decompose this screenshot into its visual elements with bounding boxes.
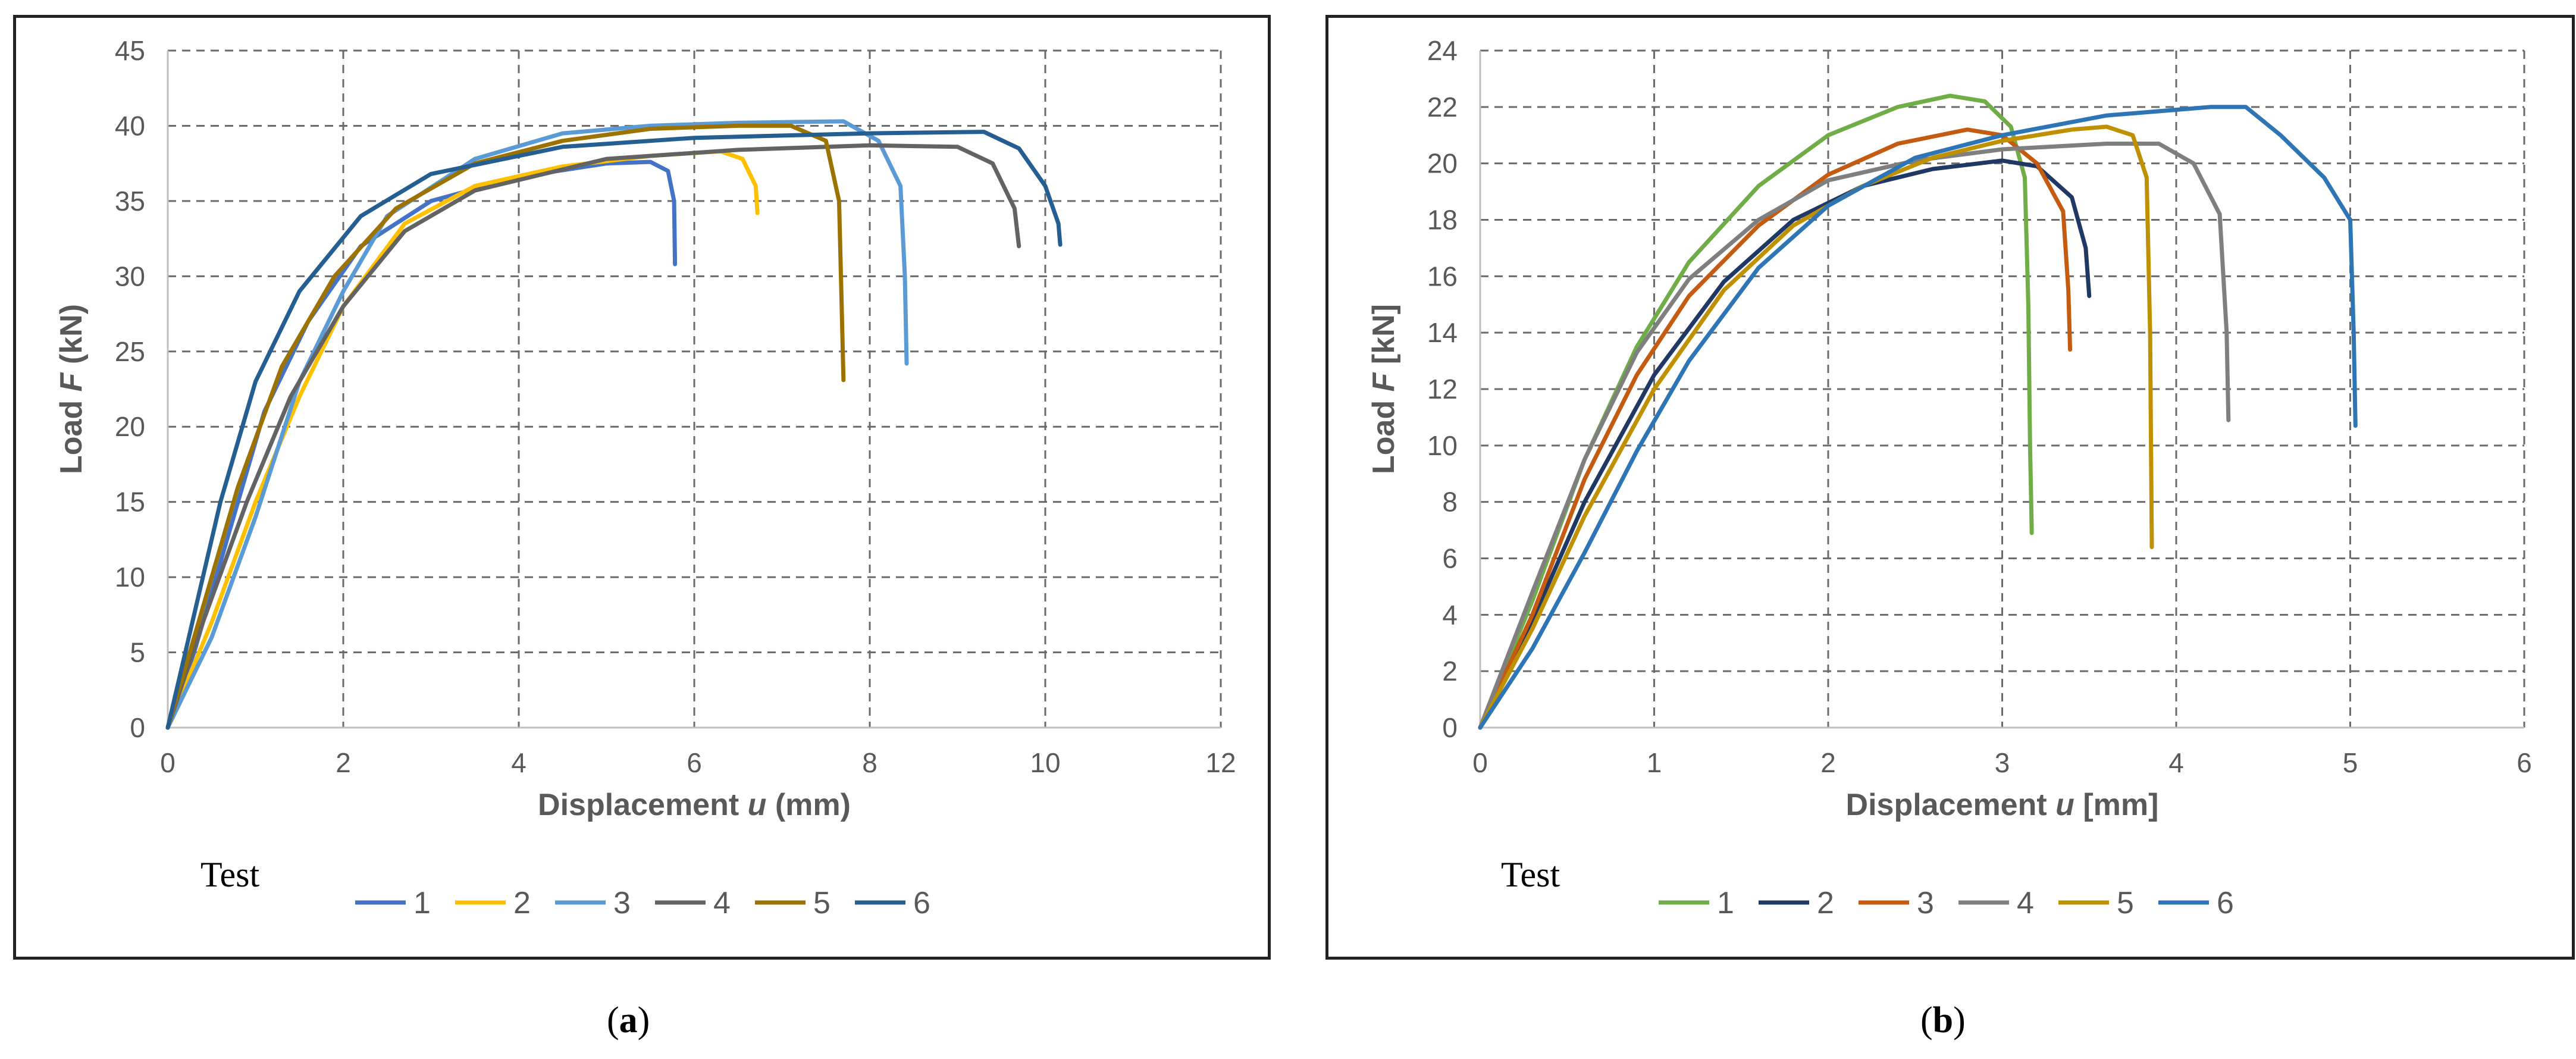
y-axis-title: Load F (kN) [54,304,89,474]
y-tick-label: 10 [1427,430,1458,461]
legend-label-5: 5 [2117,886,2134,920]
legend-label-4: 4 [713,886,731,920]
grid [1480,49,2525,728]
legend: 1 2 3 4 5 6 [1659,886,2234,920]
y-tick-label: 35 [115,186,145,217]
series-line-2 [165,149,760,730]
y-tick-label: 4 [1442,599,1458,630]
x-tick-label: 0 [160,747,176,778]
series-line-5 [1478,124,2154,730]
y-tick-label: 0 [130,712,145,743]
legend: 1 2 3 4 5 6 [355,886,930,920]
legend-title: Test [1501,855,1560,894]
y-tick-label: 20 [115,411,145,442]
y-tick-label: 15 [115,487,145,518]
x-tick-label: 2 [1820,747,1836,778]
x-tick-label: 12 [1205,747,1236,778]
series-line-6 [1478,105,2358,730]
legend-label-6: 6 [2217,886,2234,920]
x-tick-label: 10 [1030,747,1060,778]
x-tick-label: 3 [1995,747,2010,778]
legend-label-1: 1 [1717,886,1734,920]
y-tick-label: 45 [115,35,145,66]
chart-panel-a: 0 2 4 6 8 10 12 0 5 10 15 20 25 30 35 40 45 Displacement … [13,15,1271,960]
caption-b: (b) [1920,1000,1966,1041]
series-line-3 [165,119,909,730]
y-tick-label: 10 [115,562,145,593]
x-tick-label: 4 [511,747,527,778]
y-tick-label: 22 [1427,92,1458,123]
y-tick-label: 24 [1427,35,1458,66]
x-axis-title: Displacement u [mm] [1846,788,2159,822]
y-tick-label: 16 [1427,261,1458,292]
x-tick-label: 0 [1472,747,1488,778]
series-line-1 [165,159,678,730]
grid [168,49,1222,728]
y-axis-title: Load F [kN] [1367,304,1401,474]
chart-b-svg: 0 1 2 3 4 5 6024681012141618202224Displacement… [1367,35,2532,920]
y-tick-label: 40 [115,110,145,141]
y-tick-label: 14 [1427,317,1458,348]
series-line-5 [165,123,846,730]
y-tick-label: 25 [115,336,145,367]
x-tick-label: 6 [687,747,702,778]
series-line-4 [165,143,1021,730]
legend-label-2: 2 [1817,886,1834,920]
x-tick-label: 4 [2168,747,2184,778]
legend-label-3: 3 [613,886,631,920]
y-tick-label: 18 [1427,205,1458,236]
series-line-1 [1478,93,2034,730]
y-tick-label: 12 [1427,374,1458,405]
x-tick-label: 6 [2517,747,2532,778]
x-tick-label: 2 [336,747,351,778]
x-axis-title: Displacement u (mm) [538,788,851,822]
series-line-6 [165,130,1063,730]
legend-label-5: 5 [813,886,831,920]
series-line-3 [1478,127,2073,730]
legend-label-3: 3 [1917,886,1934,920]
legend-title: Test [200,855,259,894]
x-tick-label: 1 [1647,747,1662,778]
legend-label-2: 2 [513,886,531,920]
legend-label-4: 4 [2017,886,2034,920]
caption-a: (a) [607,1000,650,1041]
y-tick-label: 2 [1442,656,1458,687]
legend-label-6: 6 [913,886,930,920]
y-tick-label: 0 [1442,712,1458,743]
y-tick-label: 8 [1442,487,1458,518]
y-tick-label: 30 [115,261,145,292]
x-tick-label: 8 [862,747,878,778]
y-tick-label: 20 [1427,148,1458,179]
chart-panel-b: 0 1 2 3 4 5 6 0 2 4 6 8 10 12 14 16 18 20 22 24 Displacement… [1325,15,2575,960]
x-tick-label: 5 [2343,747,2358,778]
y-tick-label: 6 [1442,543,1458,574]
y-tick-label: 5 [130,637,145,668]
chart-a-svg: 0 2 4 6 8 10 12051015202530354045Displacement … [54,35,1236,920]
legend-label-1: 1 [413,886,431,920]
series-line-4 [1478,142,2231,730]
